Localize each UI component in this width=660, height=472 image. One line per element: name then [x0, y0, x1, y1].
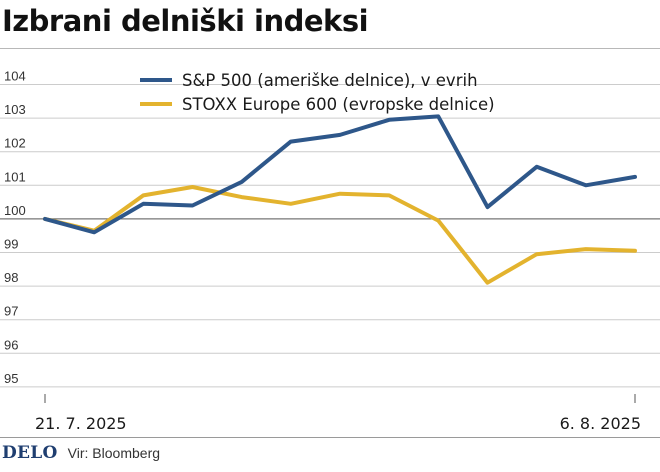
legend-item-stoxx: STOXX Europe 600 (evropske delnice) [140, 92, 495, 116]
gridlines [0, 84, 660, 388]
series-line-stoxx [43, 185, 637, 285]
series-line-sp500 [43, 114, 637, 235]
legend-label-stoxx: STOXX Europe 600 (evropske delnice) [182, 94, 495, 114]
chart-title: Izbrani delniški indeksi [2, 4, 369, 38]
y-tick-label: 104 [4, 69, 26, 84]
y-tick-label: 95 [4, 371, 18, 386]
legend-swatch-stoxx [140, 102, 172, 106]
y-tick-label: 99 [4, 237, 18, 252]
y-tick-label: 96 [4, 337, 18, 352]
series-lines [43, 114, 637, 285]
y-tick-labels: 95 96 97 98 99 100 101 102 103 104 [4, 69, 26, 386]
x-axis: 21. 7. 2025 6. 8. 2025 [35, 394, 641, 433]
y-tick-label: 101 [4, 169, 26, 184]
x-label-end: 6. 8. 2025 [560, 414, 641, 433]
y-tick-label: 103 [4, 102, 26, 117]
x-label-start: 21. 7. 2025 [35, 414, 127, 433]
y-tick-label: 100 [4, 203, 26, 218]
legend-item-sp500: S&P 500 (ameriške delnice), v evrih [140, 68, 495, 92]
legend-swatch-sp500 [140, 78, 172, 82]
y-tick-label: 98 [4, 270, 18, 285]
y-tick-label: 102 [4, 136, 26, 151]
legend: S&P 500 (ameriške delnice), v evrih STOX… [140, 68, 495, 116]
line-chart: 95 96 97 98 99 100 101 102 103 104 21. 7. 2025 6. … [0, 69, 660, 433]
legend-label-sp500: S&P 500 (ameriške delnice), v evrih [182, 70, 478, 90]
footer-divider [0, 437, 660, 438]
publisher-logo: DELO [2, 443, 58, 463]
source-credit: Vir: Bloomberg [67, 445, 161, 461]
y-tick-label: 97 [4, 304, 18, 319]
footer: DELO Vir: Bloomberg [2, 443, 160, 463]
title-divider [0, 48, 660, 49]
